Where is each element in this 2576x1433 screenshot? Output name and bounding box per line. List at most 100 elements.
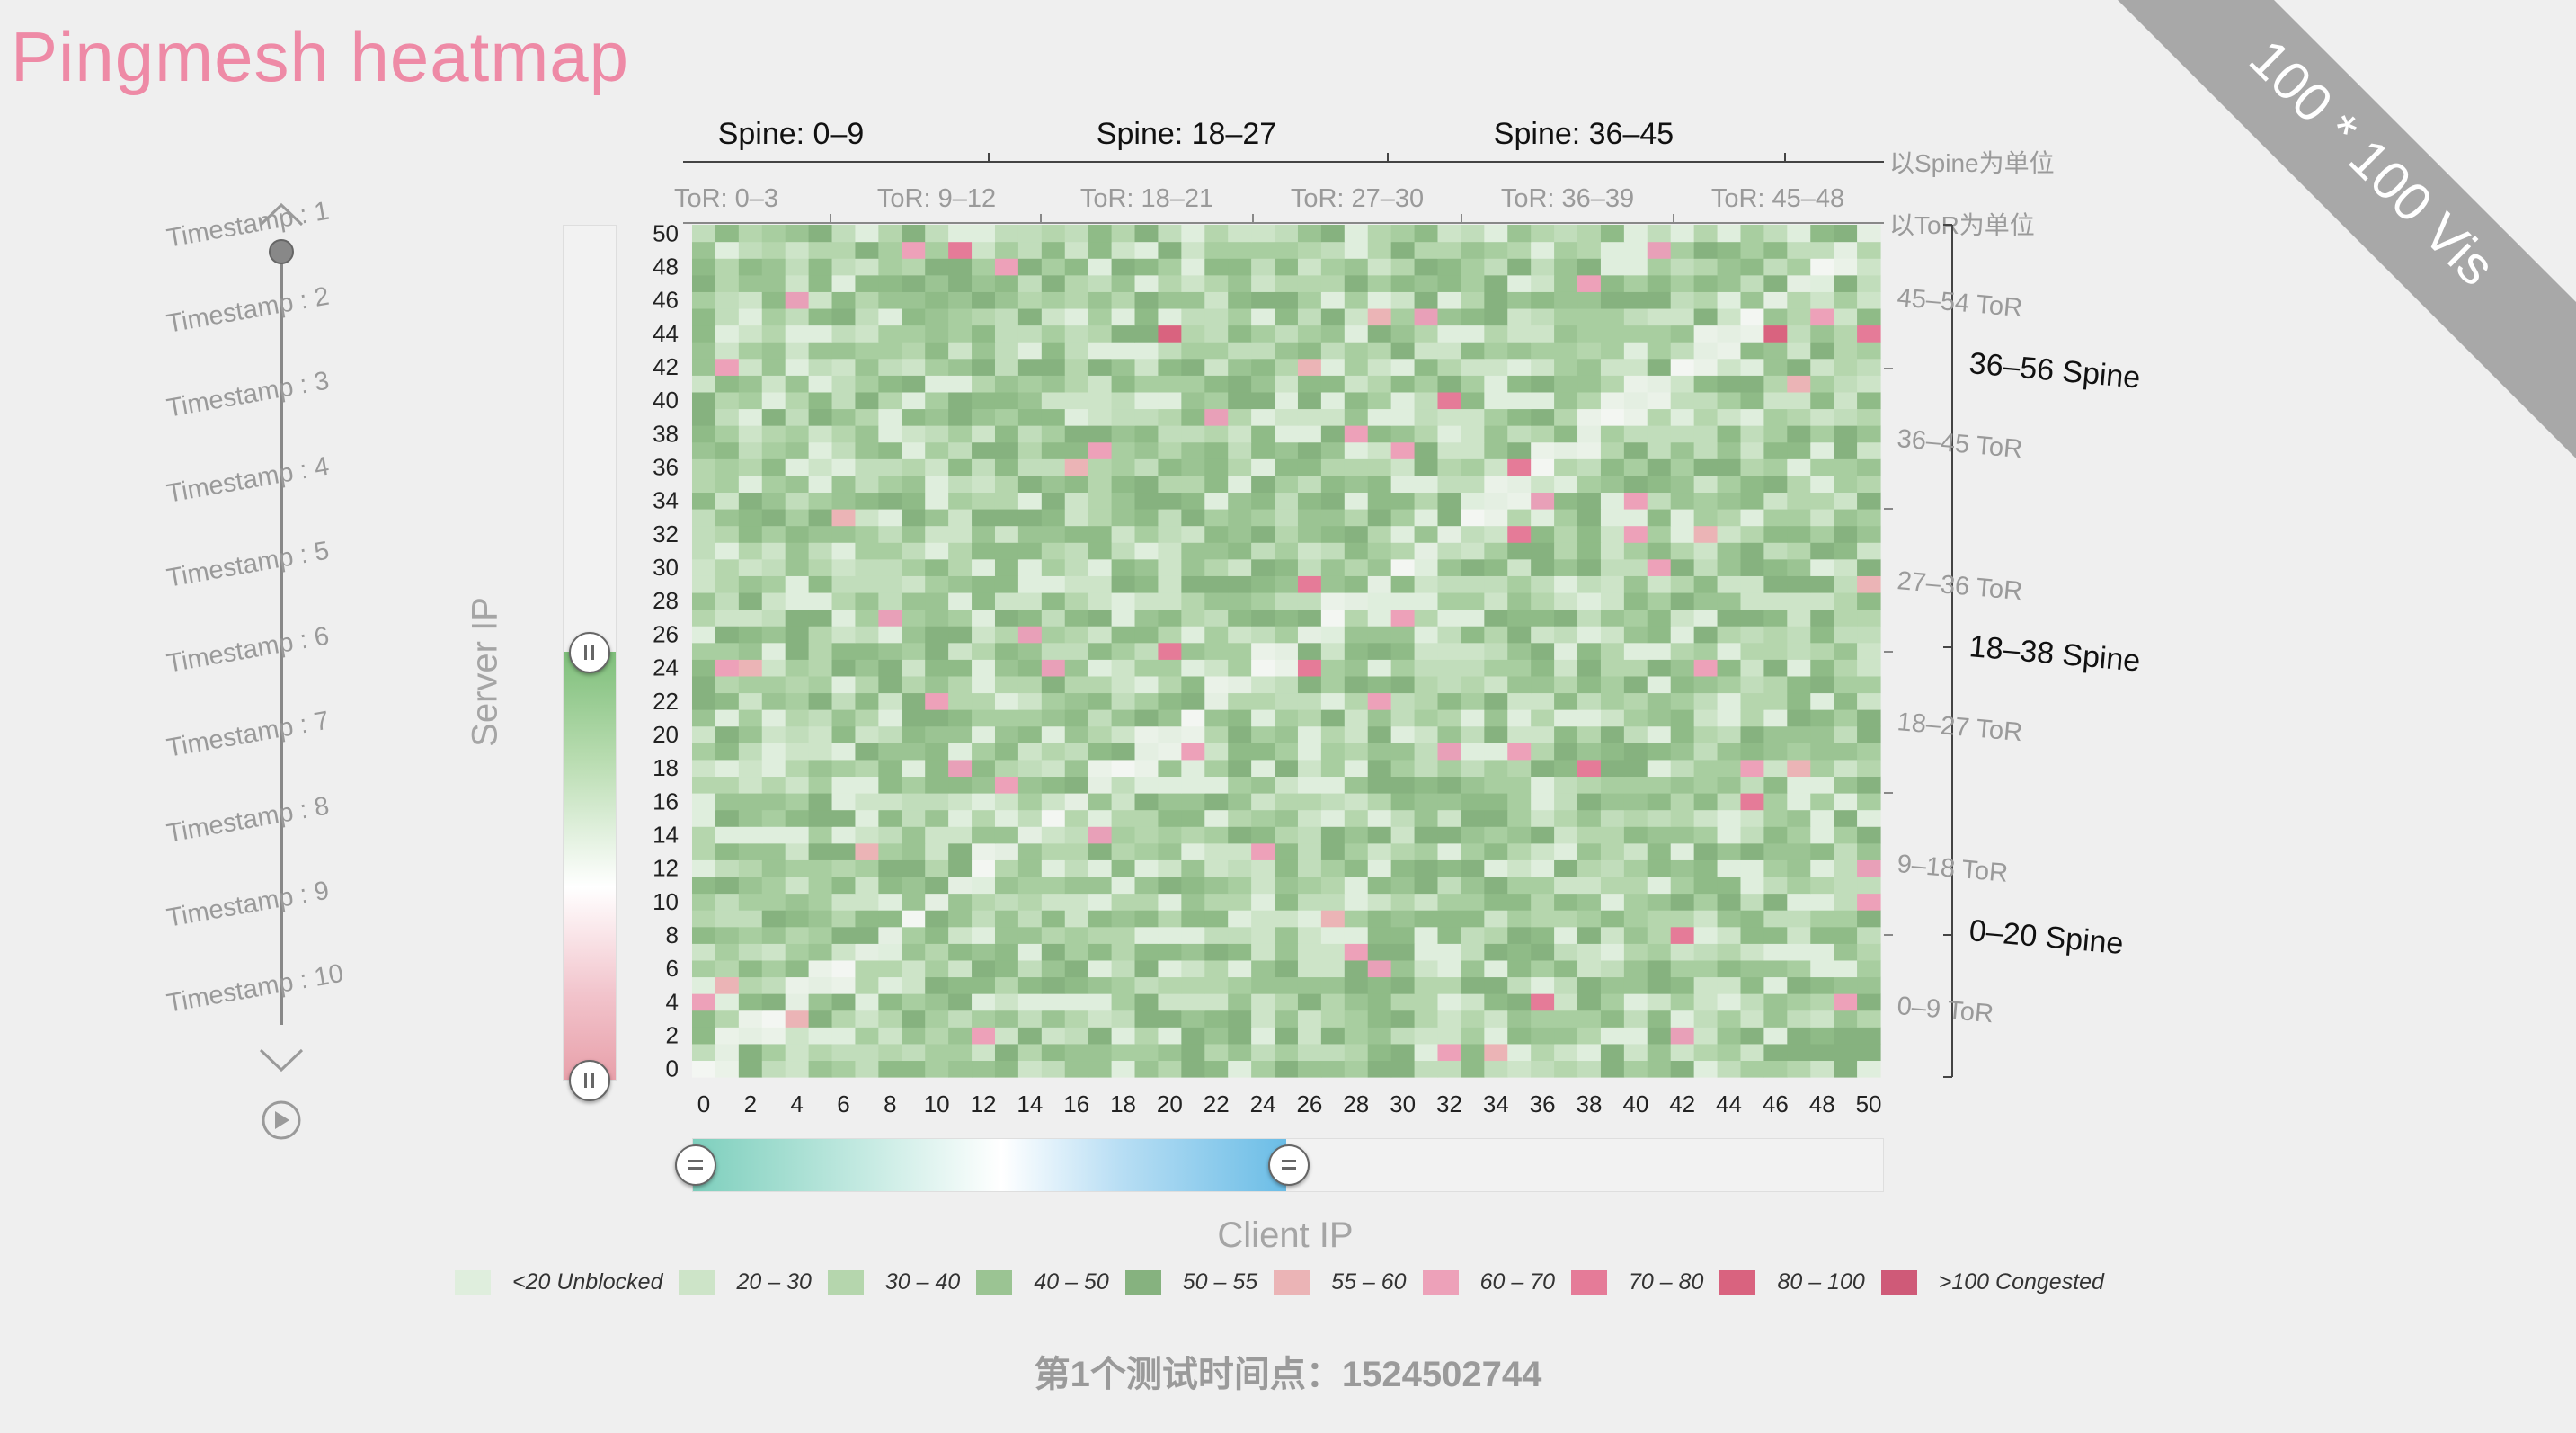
- heatmap-cell[interactable]: [1344, 959, 1369, 978]
- heatmap-cell[interactable]: [878, 458, 902, 476]
- heatmap-cell[interactable]: [1158, 959, 1182, 978]
- heatmap-cell[interactable]: [1857, 325, 1881, 343]
- heatmap-cell[interactable]: [692, 743, 716, 761]
- heatmap-cell[interactable]: [1717, 826, 1742, 844]
- heatmap-cell[interactable]: [1763, 441, 1788, 459]
- heatmap-cell[interactable]: [1064, 291, 1089, 309]
- heatmap-cell[interactable]: [1088, 575, 1113, 593]
- heatmap-cell[interactable]: [1600, 910, 1625, 928]
- heatmap-cell[interactable]: [855, 793, 879, 811]
- heatmap-cell[interactable]: [715, 893, 740, 911]
- heatmap-cell[interactable]: [948, 525, 973, 543]
- heatmap-cell[interactable]: [1857, 626, 1881, 644]
- heatmap-cell[interactable]: [1717, 592, 1742, 610]
- heatmap-cell[interactable]: [831, 325, 857, 343]
- heatmap-cell[interactable]: [1787, 626, 1811, 644]
- heatmap-cell[interactable]: [1810, 1043, 1834, 1062]
- heatmap-cell[interactable]: [1158, 709, 1182, 727]
- heatmap-cell[interactable]: [994, 1010, 1019, 1028]
- heatmap-cell[interactable]: [761, 1027, 786, 1045]
- heatmap-cell[interactable]: [1297, 375, 1322, 393]
- heatmap-cell[interactable]: [994, 441, 1019, 459]
- heatmap-cell[interactable]: [715, 793, 740, 811]
- heatmap-cell[interactable]: [808, 793, 833, 811]
- heatmap-cell[interactable]: [1834, 458, 1858, 476]
- heatmap-cell[interactable]: [1623, 225, 1648, 243]
- heatmap-cell[interactable]: [878, 675, 902, 694]
- heatmap-cell[interactable]: [1251, 642, 1275, 660]
- heatmap-cell[interactable]: [1577, 241, 1602, 259]
- heatmap-cell[interactable]: [1204, 1027, 1229, 1045]
- heatmap-cell[interactable]: [972, 609, 996, 627]
- heatmap-cell[interactable]: [1834, 307, 1858, 326]
- heatmap-cell[interactable]: [1670, 609, 1695, 627]
- heatmap-cell[interactable]: [1088, 926, 1113, 944]
- heatmap-cell[interactable]: [1531, 959, 1555, 978]
- heatmap-cell[interactable]: [761, 642, 786, 660]
- heatmap-cell[interactable]: [1204, 509, 1229, 527]
- heatmap-cell[interactable]: [1693, 1043, 1719, 1062]
- heatmap-cell[interactable]: [1600, 993, 1625, 1011]
- heatmap-cell[interactable]: [1693, 592, 1719, 610]
- heatmap-cell[interactable]: [1763, 558, 1788, 576]
- heatmap-cell[interactable]: [738, 542, 763, 560]
- heatmap-cell[interactable]: [1507, 793, 1532, 811]
- heatmap-cell[interactable]: [1670, 876, 1695, 895]
- heatmap-cell[interactable]: [1834, 926, 1858, 944]
- heatmap-cell[interactable]: [1623, 408, 1648, 426]
- heatmap-cell[interactable]: [1204, 342, 1229, 360]
- heatmap-cell[interactable]: [808, 743, 833, 761]
- heatmap-cell[interactable]: [1134, 358, 1159, 376]
- heatmap-cell[interactable]: [1134, 525, 1159, 543]
- heatmap-cell[interactable]: [1414, 225, 1439, 243]
- heatmap-cell[interactable]: [761, 291, 786, 309]
- heatmap-cell[interactable]: [1693, 642, 1719, 660]
- heatmap-cell[interactable]: [1600, 826, 1625, 844]
- heatmap-cell[interactable]: [1740, 826, 1764, 844]
- heatmap-cell[interactable]: [1623, 241, 1648, 259]
- heatmap-cell[interactable]: [1670, 1027, 1695, 1045]
- heatmap-cell[interactable]: [1414, 809, 1439, 827]
- heatmap-cell[interactable]: [831, 725, 857, 743]
- heatmap-cell[interactable]: [1857, 558, 1881, 576]
- heatmap-cell[interactable]: [1531, 525, 1555, 543]
- heatmap-cell[interactable]: [1017, 759, 1043, 778]
- heatmap-cell[interactable]: [1461, 976, 1485, 994]
- heatmap-cell[interactable]: [1461, 743, 1485, 761]
- heatmap-cell[interactable]: [1344, 575, 1369, 593]
- heatmap-cell[interactable]: [902, 926, 926, 944]
- heatmap-cell[interactable]: [1017, 525, 1043, 543]
- heatmap-cell[interactable]: [692, 809, 716, 827]
- heatmap-cell[interactable]: [1740, 809, 1764, 827]
- heatmap-cell[interactable]: [1787, 743, 1811, 761]
- heatmap-cell[interactable]: [785, 375, 810, 393]
- heatmap-cell[interactable]: [855, 675, 879, 694]
- heatmap-cell[interactable]: [1717, 659, 1742, 677]
- heatmap-cell[interactable]: [1717, 441, 1742, 459]
- heatmap-cell[interactable]: [1111, 358, 1136, 376]
- heatmap-cell[interactable]: [1693, 558, 1719, 576]
- heatmap-cell[interactable]: [1204, 910, 1229, 928]
- heatmap-cell[interactable]: [738, 475, 763, 494]
- heatmap-cell[interactable]: [902, 859, 926, 877]
- heatmap-cell[interactable]: [1647, 725, 1672, 743]
- heatmap-cell[interactable]: [1857, 408, 1881, 426]
- slider-top-handle[interactable]: [569, 632, 610, 673]
- heatmap-cell[interactable]: [1461, 342, 1485, 360]
- heatmap-cell[interactable]: [1204, 258, 1229, 276]
- heatmap-cell[interactable]: [1297, 291, 1322, 309]
- heatmap-cell[interactable]: [1275, 1027, 1299, 1045]
- heatmap-cell[interactable]: [1484, 725, 1508, 743]
- heatmap-cell[interactable]: [1554, 274, 1578, 292]
- heatmap-cell[interactable]: [1507, 759, 1532, 778]
- heatmap-cell[interactable]: [1158, 307, 1182, 326]
- heatmap-cell[interactable]: [1507, 225, 1532, 243]
- heatmap-cell[interactable]: [1041, 542, 1066, 560]
- heatmap-cell[interactable]: [1251, 1010, 1275, 1028]
- heatmap-cell[interactable]: [715, 826, 740, 844]
- heatmap-cell[interactable]: [1297, 809, 1322, 827]
- heatmap-cell[interactable]: [1111, 876, 1136, 895]
- heatmap-cell[interactable]: [1344, 225, 1369, 243]
- heatmap-cell[interactable]: [1554, 458, 1578, 476]
- heatmap-cell[interactable]: [1834, 525, 1858, 543]
